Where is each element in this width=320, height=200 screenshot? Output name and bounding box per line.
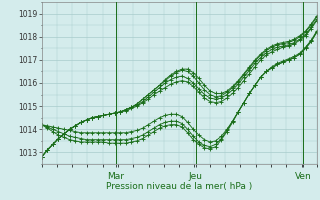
X-axis label: Pression niveau de la mer( hPa ): Pression niveau de la mer( hPa ) [106,182,252,191]
